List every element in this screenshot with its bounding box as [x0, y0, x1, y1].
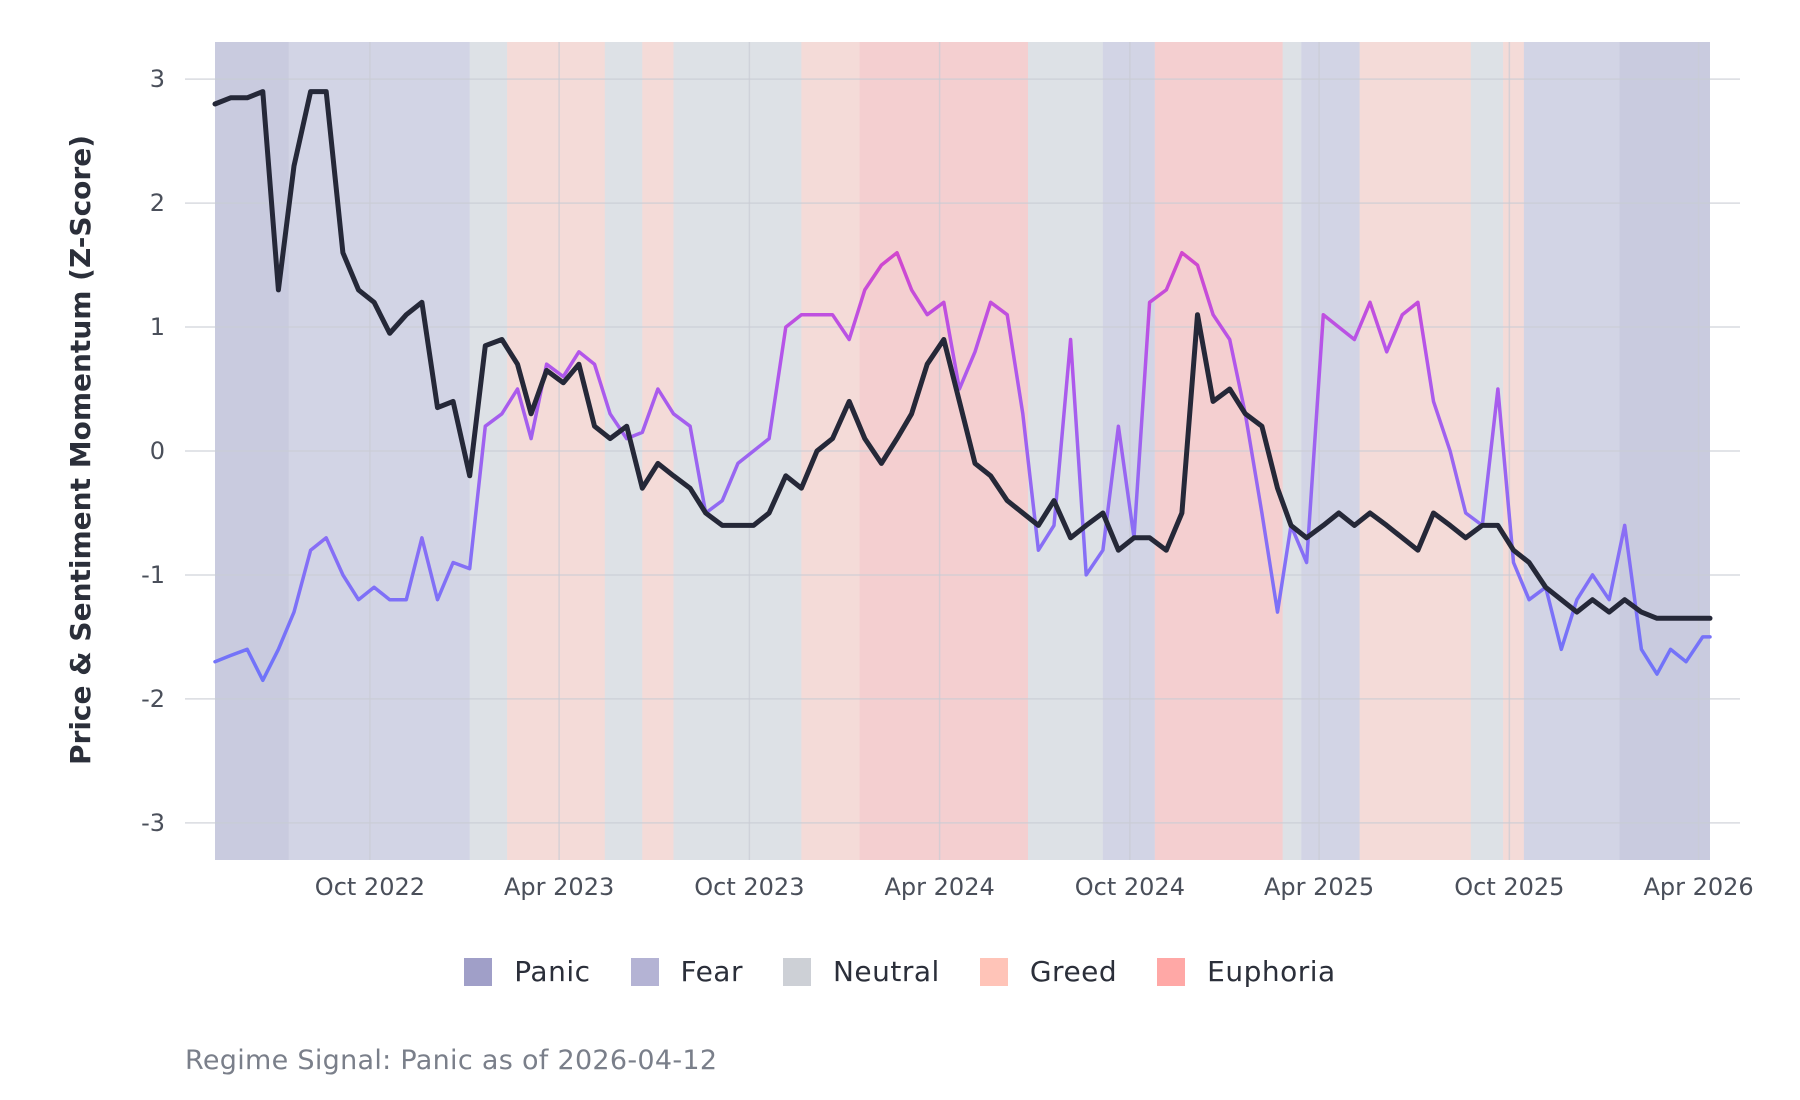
y-tick-label: -3 [141, 809, 165, 837]
x-tick-label: Apr 2026 [1643, 873, 1753, 901]
legend-swatch-fear [630, 957, 659, 986]
y-axis-title: Price & Sentiment Momentum (Z-Score) [64, 135, 97, 765]
x-tick-label: Oct 2024 [1075, 873, 1185, 901]
legend-item-panic: Panic [464, 955, 590, 988]
y-tick-label: 0 [150, 437, 165, 465]
legend-label-panic: Panic [514, 955, 591, 988]
legend-label-euphoria: Euphoria [1207, 955, 1336, 988]
y-tick-label: -2 [141, 685, 165, 713]
legend-swatch-panic [464, 957, 493, 986]
x-tick-label: Oct 2022 [315, 873, 425, 901]
gridlines [185, 42, 1740, 860]
x-tick-label: Apr 2023 [504, 873, 614, 901]
x-axis-ticks: Oct 2022 Apr 2023 Oct 2023 Apr 2024 Oct 2024… [315, 873, 1754, 901]
legend-item-euphoria: Euphoria [1157, 955, 1336, 988]
legend-swatch-neutral [782, 957, 811, 986]
y-tick-label: -1 [141, 561, 165, 589]
x-tick-label: Oct 2025 [1454, 873, 1564, 901]
x-tick-label: Apr 2025 [1264, 873, 1374, 901]
legend-item-fear: Fear [630, 955, 743, 988]
legend-label-greed: Greed [1029, 955, 1118, 988]
legend-swatch-greed [979, 957, 1008, 986]
sentiment-line [213, 250, 1712, 683]
legend-item-neutral: Neutral [782, 955, 940, 988]
legend: Panic Fear Neutral Greed Euphoria [0, 955, 1800, 988]
legend-swatch-euphoria [1157, 957, 1186, 986]
legend-label-fear: Fear [680, 955, 743, 988]
x-tick-label: Apr 2024 [885, 873, 995, 901]
regime-signal-caption: Regime Signal: Panic as of 2026-04-12 [185, 1045, 718, 1076]
y-tick-label: 2 [150, 189, 165, 217]
legend-item-greed: Greed [979, 955, 1118, 988]
x-tick-label: Oct 2023 [694, 873, 804, 901]
series [212, 89, 1713, 683]
y-tick-label: 1 [150, 313, 165, 341]
y-axis-ticks: 3 2 1 0 -1 -2 -3 [141, 65, 165, 837]
price-line [212, 89, 1713, 621]
y-tick-label: 3 [150, 65, 165, 93]
legend-label-neutral: Neutral [832, 955, 940, 988]
